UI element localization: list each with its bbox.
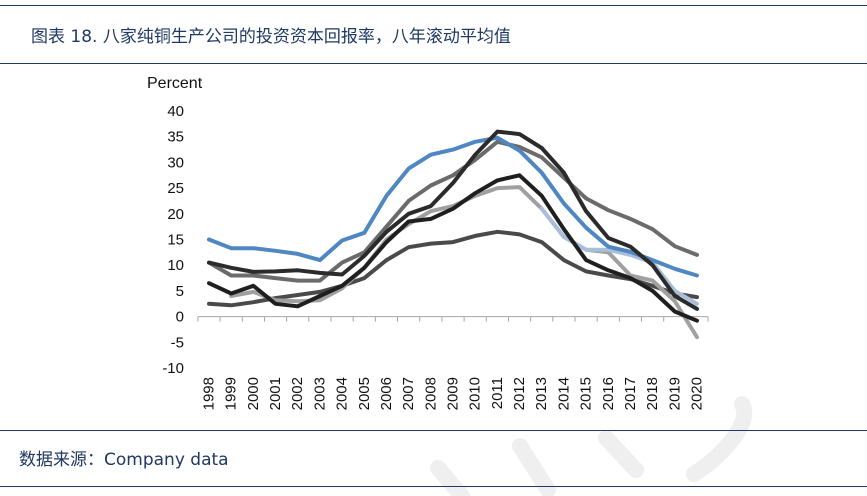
x-tick-label: 2017 <box>622 377 639 410</box>
watermark-stroke <box>686 396 753 482</box>
y-tick-label: 10 <box>167 257 184 274</box>
bottom-rule <box>0 486 867 487</box>
y-axis-label: Percent <box>147 75 203 92</box>
x-tick-label: 2014 <box>555 377 572 410</box>
watermark <box>430 396 753 496</box>
x-tick-label: 2000 <box>245 377 262 410</box>
y-tick-label: 15 <box>167 232 184 249</box>
title-rule <box>0 63 867 64</box>
x-tick-label: 1999 <box>223 377 240 410</box>
y-tick-label: 30 <box>167 154 184 171</box>
x-tick-label: 2010 <box>467 377 484 410</box>
x-tick-label: 2020 <box>689 377 706 410</box>
x-tick-label: 2001 <box>267 377 284 410</box>
x-tick-label: 2011 <box>489 377 506 409</box>
x-tick-label: 2009 <box>445 377 462 410</box>
watermark-stroke <box>512 438 556 496</box>
series-line <box>207 139 699 283</box>
y-tick-label: 25 <box>167 180 184 197</box>
x-tick-label: 2002 <box>289 377 306 410</box>
y-tick-label: 5 <box>176 283 184 300</box>
x-tick-label: 2016 <box>600 377 617 410</box>
x-tick-label: 2008 <box>422 377 439 410</box>
watermark-stroke <box>430 460 470 496</box>
series-line <box>207 129 699 311</box>
series-line <box>207 229 699 308</box>
series-line <box>207 173 699 323</box>
series-lines <box>207 129 699 340</box>
x-tick-label: 2004 <box>334 377 351 410</box>
y-tick-label: -10 <box>162 360 184 377</box>
y-tick-label: -5 <box>171 334 184 351</box>
y-tick-labels: 40 35 30 25 20 15 10 5 0 -5 -10 <box>162 103 184 377</box>
series-line <box>229 185 699 340</box>
x-tick-label: 2007 <box>400 377 417 410</box>
x-tick-label: 2005 <box>356 377 373 410</box>
x-tick-label: 2019 <box>666 377 683 410</box>
x-tick-label: 2003 <box>311 377 328 410</box>
figure-title: 图表 18. 八家纯铜生产公司的投资资本回报率，八年滚动平均值 <box>31 27 511 47</box>
y-tick-label: 40 <box>167 103 184 120</box>
x-tick-label: 2015 <box>578 377 595 410</box>
x-tick-label: 2018 <box>644 377 661 410</box>
watermark-stroke <box>598 430 644 478</box>
top-rule <box>0 5 867 6</box>
series-line <box>539 206 699 306</box>
footer-rule <box>0 430 867 431</box>
x-axis: 1998 1999 2000 2001 2002 2003 2004 2005 2006 2007… <box>197 316 709 410</box>
x-tick-label: 2006 <box>378 377 395 410</box>
source-note: 数据来源：Company data <box>19 450 229 470</box>
x-tick-label: 2012 <box>511 377 528 410</box>
x-tick-label: 1998 <box>201 377 218 410</box>
y-tick-label: 0 <box>176 309 184 326</box>
y-tick-label: 35 <box>167 129 184 146</box>
x-tick-label: 2013 <box>533 377 550 410</box>
y-tick-label: 20 <box>167 206 184 223</box>
series-line <box>207 135 699 278</box>
